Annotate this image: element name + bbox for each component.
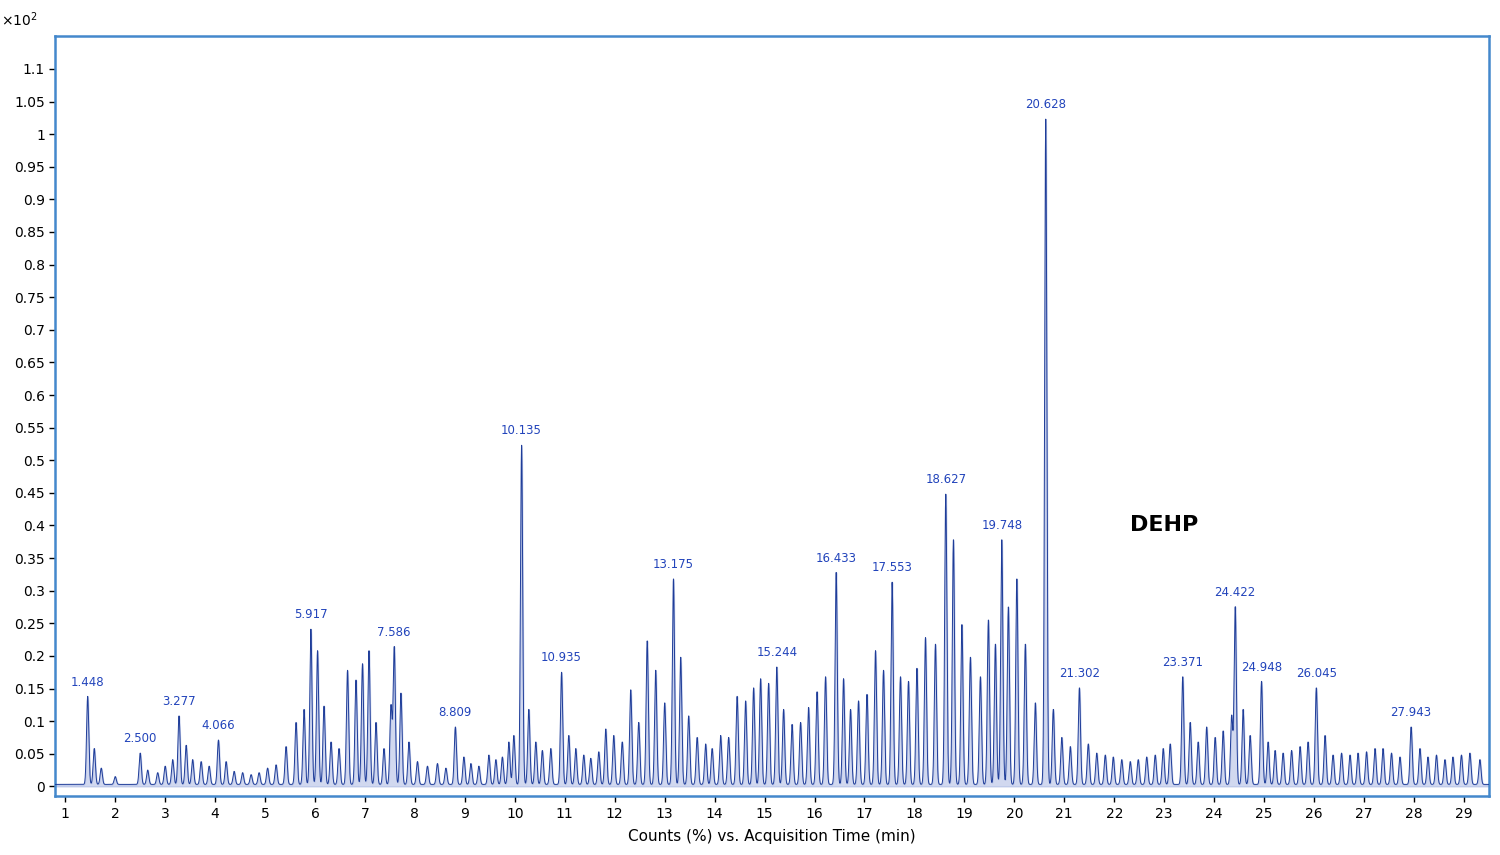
Text: 5.917: 5.917: [294, 609, 327, 622]
Text: 13.175: 13.175: [652, 558, 694, 571]
Text: 24.948: 24.948: [1240, 661, 1282, 674]
Text: 17.553: 17.553: [871, 562, 912, 575]
Text: 23.371: 23.371: [1162, 656, 1203, 669]
X-axis label: Counts (%) vs. Acquisition Time (min): Counts (%) vs. Acquisition Time (min): [628, 828, 916, 844]
Text: 21.302: 21.302: [1059, 667, 1100, 680]
Text: 2.500: 2.500: [123, 732, 158, 746]
Text: DEHP: DEHP: [1130, 516, 1198, 535]
Text: 24.422: 24.422: [1215, 586, 1255, 598]
Text: 27.943: 27.943: [1390, 706, 1431, 719]
Text: 3.277: 3.277: [162, 695, 196, 708]
Text: 26.045: 26.045: [1296, 667, 1336, 680]
Text: 19.748: 19.748: [981, 519, 1023, 532]
Text: 16.433: 16.433: [816, 551, 856, 564]
Text: 20.628: 20.628: [1024, 98, 1066, 111]
Text: 4.066: 4.066: [201, 719, 236, 732]
Text: 7.586: 7.586: [378, 626, 411, 639]
Text: 18.627: 18.627: [926, 474, 966, 486]
Text: 10.135: 10.135: [501, 424, 542, 438]
Text: 10.935: 10.935: [542, 652, 582, 664]
Text: 15.244: 15.244: [756, 646, 798, 659]
Text: 1.448: 1.448: [70, 675, 105, 688]
Text: 8.809: 8.809: [438, 706, 472, 719]
Text: $\times$10$^{2}$: $\times$10$^{2}$: [2, 10, 38, 29]
